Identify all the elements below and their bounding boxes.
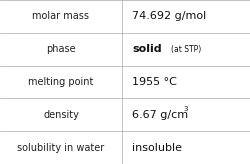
Text: solubility in water: solubility in water bbox=[18, 143, 104, 153]
Text: 6.67 g/cm: 6.67 g/cm bbox=[132, 110, 188, 120]
Text: 3: 3 bbox=[183, 106, 188, 112]
Text: 1955 °C: 1955 °C bbox=[132, 77, 177, 87]
Text: melting point: melting point bbox=[28, 77, 94, 87]
Text: 74.692 g/mol: 74.692 g/mol bbox=[132, 11, 206, 21]
Text: insoluble: insoluble bbox=[132, 143, 182, 153]
Text: molar mass: molar mass bbox=[32, 11, 90, 21]
Text: (at STP): (at STP) bbox=[171, 45, 201, 54]
Text: density: density bbox=[43, 110, 79, 120]
Text: solid: solid bbox=[132, 44, 162, 54]
Text: phase: phase bbox=[46, 44, 76, 54]
